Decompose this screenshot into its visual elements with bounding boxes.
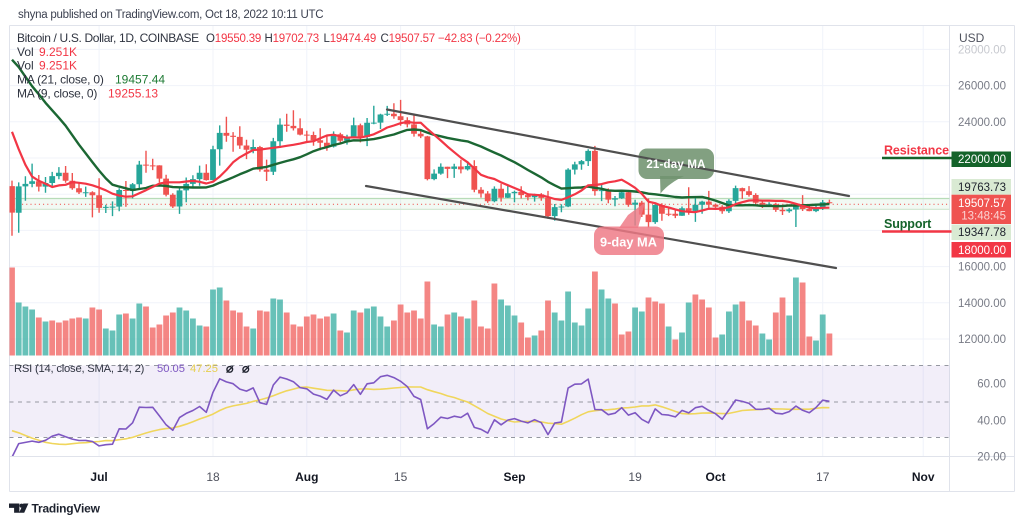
svg-text:19255.13: 19255.13: [108, 87, 158, 101]
svg-text:26000.00: 26000.00: [958, 81, 1006, 93]
svg-text:Nov: Nov: [912, 470, 935, 484]
svg-text:19457.44: 19457.44: [115, 73, 165, 87]
svg-text:47.25: 47.25: [190, 363, 218, 375]
svg-text:⌀: ⌀: [242, 362, 250, 376]
svg-text:TradingView: TradingView: [32, 502, 101, 516]
svg-text:19347.78: 19347.78: [958, 227, 1006, 239]
svg-text:Vol: Vol: [17, 45, 34, 59]
svg-text:28000.00: 28000.00: [958, 44, 1006, 56]
svg-text:14000.00: 14000.00: [958, 298, 1006, 310]
svg-text:Bitcoin / U.S. Dollar, 1D, COI: Bitcoin / U.S. Dollar, 1D, COINBASE: [17, 31, 199, 45]
svg-text:Aug: Aug: [295, 470, 318, 484]
svg-text:20.00: 20.00: [977, 452, 1006, 464]
svg-text:19763.73: 19763.73: [958, 182, 1006, 194]
svg-text:MA (21, close, 0): MA (21, close, 0): [17, 73, 104, 87]
svg-text:19: 19: [628, 470, 642, 484]
svg-text:Support: Support: [884, 217, 932, 231]
svg-text:19507.57: 19507.57: [958, 198, 1006, 210]
svg-text:shyna published on TradingView: shyna published on TradingView.com, Oct …: [18, 9, 323, 21]
svg-text:Vol: Vol: [17, 59, 34, 73]
svg-text:18: 18: [206, 470, 220, 484]
svg-text:17: 17: [816, 470, 830, 484]
svg-text:9-day MA: 9-day MA: [600, 235, 657, 250]
svg-text:Jul: Jul: [90, 470, 107, 484]
svg-text:18000.00: 18000.00: [958, 245, 1006, 257]
svg-text:60.00: 60.00: [977, 379, 1006, 391]
svg-text:Resistance: Resistance: [884, 144, 949, 158]
svg-text:⌀: ⌀: [226, 362, 234, 376]
svg-text:9.251K: 9.251K: [39, 59, 77, 73]
svg-text:13:48:45: 13:48:45: [961, 211, 1006, 223]
svg-text:24000.00: 24000.00: [958, 117, 1006, 129]
svg-text:MA (9, close, 0): MA (9, close, 0): [17, 87, 97, 101]
svg-text:Oct: Oct: [705, 470, 725, 484]
svg-text:USD: USD: [959, 31, 985, 45]
svg-text:21-day MA: 21-day MA: [646, 159, 705, 171]
svg-text:40.00: 40.00: [977, 416, 1006, 428]
svg-text:15: 15: [394, 470, 408, 484]
svg-text:RSI (14, close, SMA, 14, 2): RSI (14, close, SMA, 14, 2): [14, 363, 145, 375]
svg-text:9.251K: 9.251K: [39, 45, 77, 59]
svg-text:50.05: 50.05: [157, 363, 185, 375]
svg-text:Sep: Sep: [503, 470, 525, 484]
svg-text:12000.00: 12000.00: [958, 334, 1006, 346]
svg-text:22000.00: 22000.00: [958, 154, 1006, 166]
svg-text:16000.00: 16000.00: [958, 262, 1006, 274]
